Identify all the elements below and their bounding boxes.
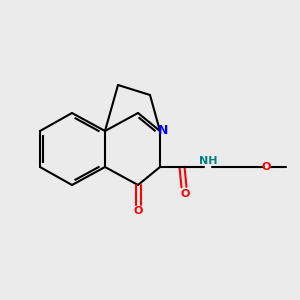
Text: O: O xyxy=(261,162,271,172)
Text: N: N xyxy=(158,124,168,137)
Text: O: O xyxy=(133,206,143,216)
Text: O: O xyxy=(180,189,190,199)
Text: NH: NH xyxy=(199,156,217,166)
